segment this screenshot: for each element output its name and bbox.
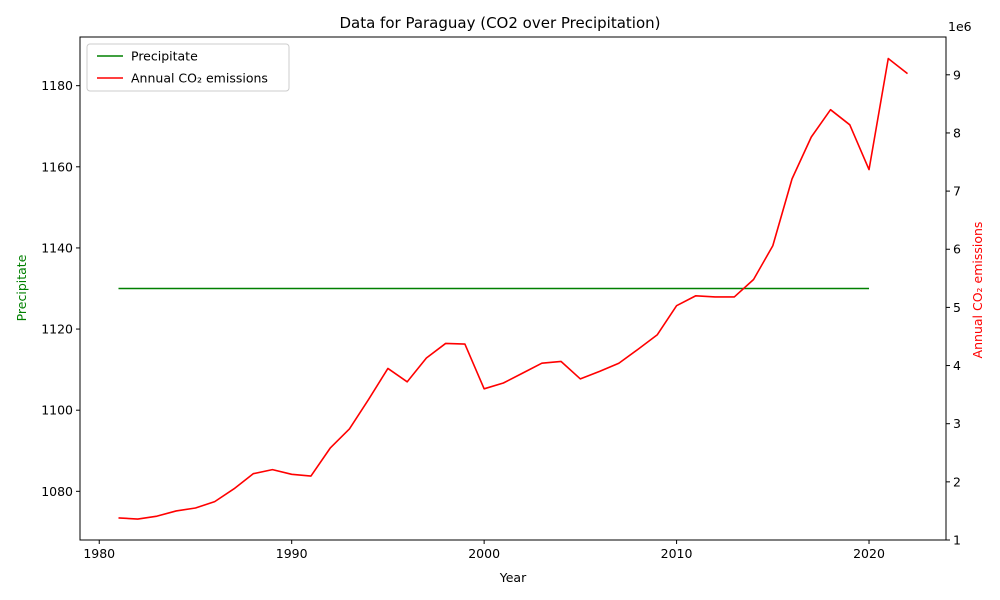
y-right-tick-label: 9 (953, 67, 961, 82)
y-right-tick-label: 1 (953, 533, 961, 548)
y-left-tick-label: 1120 (41, 322, 73, 337)
plot-frame (79, 36, 947, 541)
legend-box (86, 43, 290, 92)
x-tick-label: 2000 (468, 546, 500, 561)
y-left-tick-label: 1100 (41, 403, 73, 418)
y-right-tick-label: 7 (953, 184, 961, 199)
x-tick-label: 2010 (661, 546, 693, 561)
y-right-tick-label: 5 (953, 300, 961, 315)
y-right-tick-label: 2 (953, 474, 961, 489)
y-left-tick-label: 1080 (41, 484, 73, 499)
y-left-tick-label: 1160 (41, 159, 73, 174)
y-right-tick-label: 3 (953, 416, 961, 431)
x-tick-label: 2020 (853, 546, 885, 561)
y-right-axis-title: Annual CO₂ emissions (970, 222, 985, 359)
x-axis-title: Year (499, 570, 527, 585)
y-right-offset-text: 1e6 (948, 19, 972, 34)
chart-title: Data for Paraguay (CO2 over Precipitatio… (339, 14, 660, 32)
y-right-tick-label: 8 (953, 125, 961, 140)
x-tick-label: 1980 (83, 546, 115, 561)
legend: Precipitate Annual CO₂ emissions (86, 43, 290, 92)
y-left-axis-title: Precipitate (14, 254, 29, 321)
legend-label: Annual CO₂ emissions (131, 71, 268, 86)
y-right-tick-label: 4 (953, 358, 961, 373)
legend-label: Precipitate (131, 49, 198, 64)
y-right-tick-label: 6 (953, 242, 961, 257)
y-left-tick-label: 1140 (41, 240, 73, 255)
plot-area (118, 57, 909, 520)
y-left-tick-label: 1180 (41, 78, 73, 93)
x-tick-label: 1990 (276, 546, 308, 561)
series-line-co2-emissions (118, 57, 909, 520)
